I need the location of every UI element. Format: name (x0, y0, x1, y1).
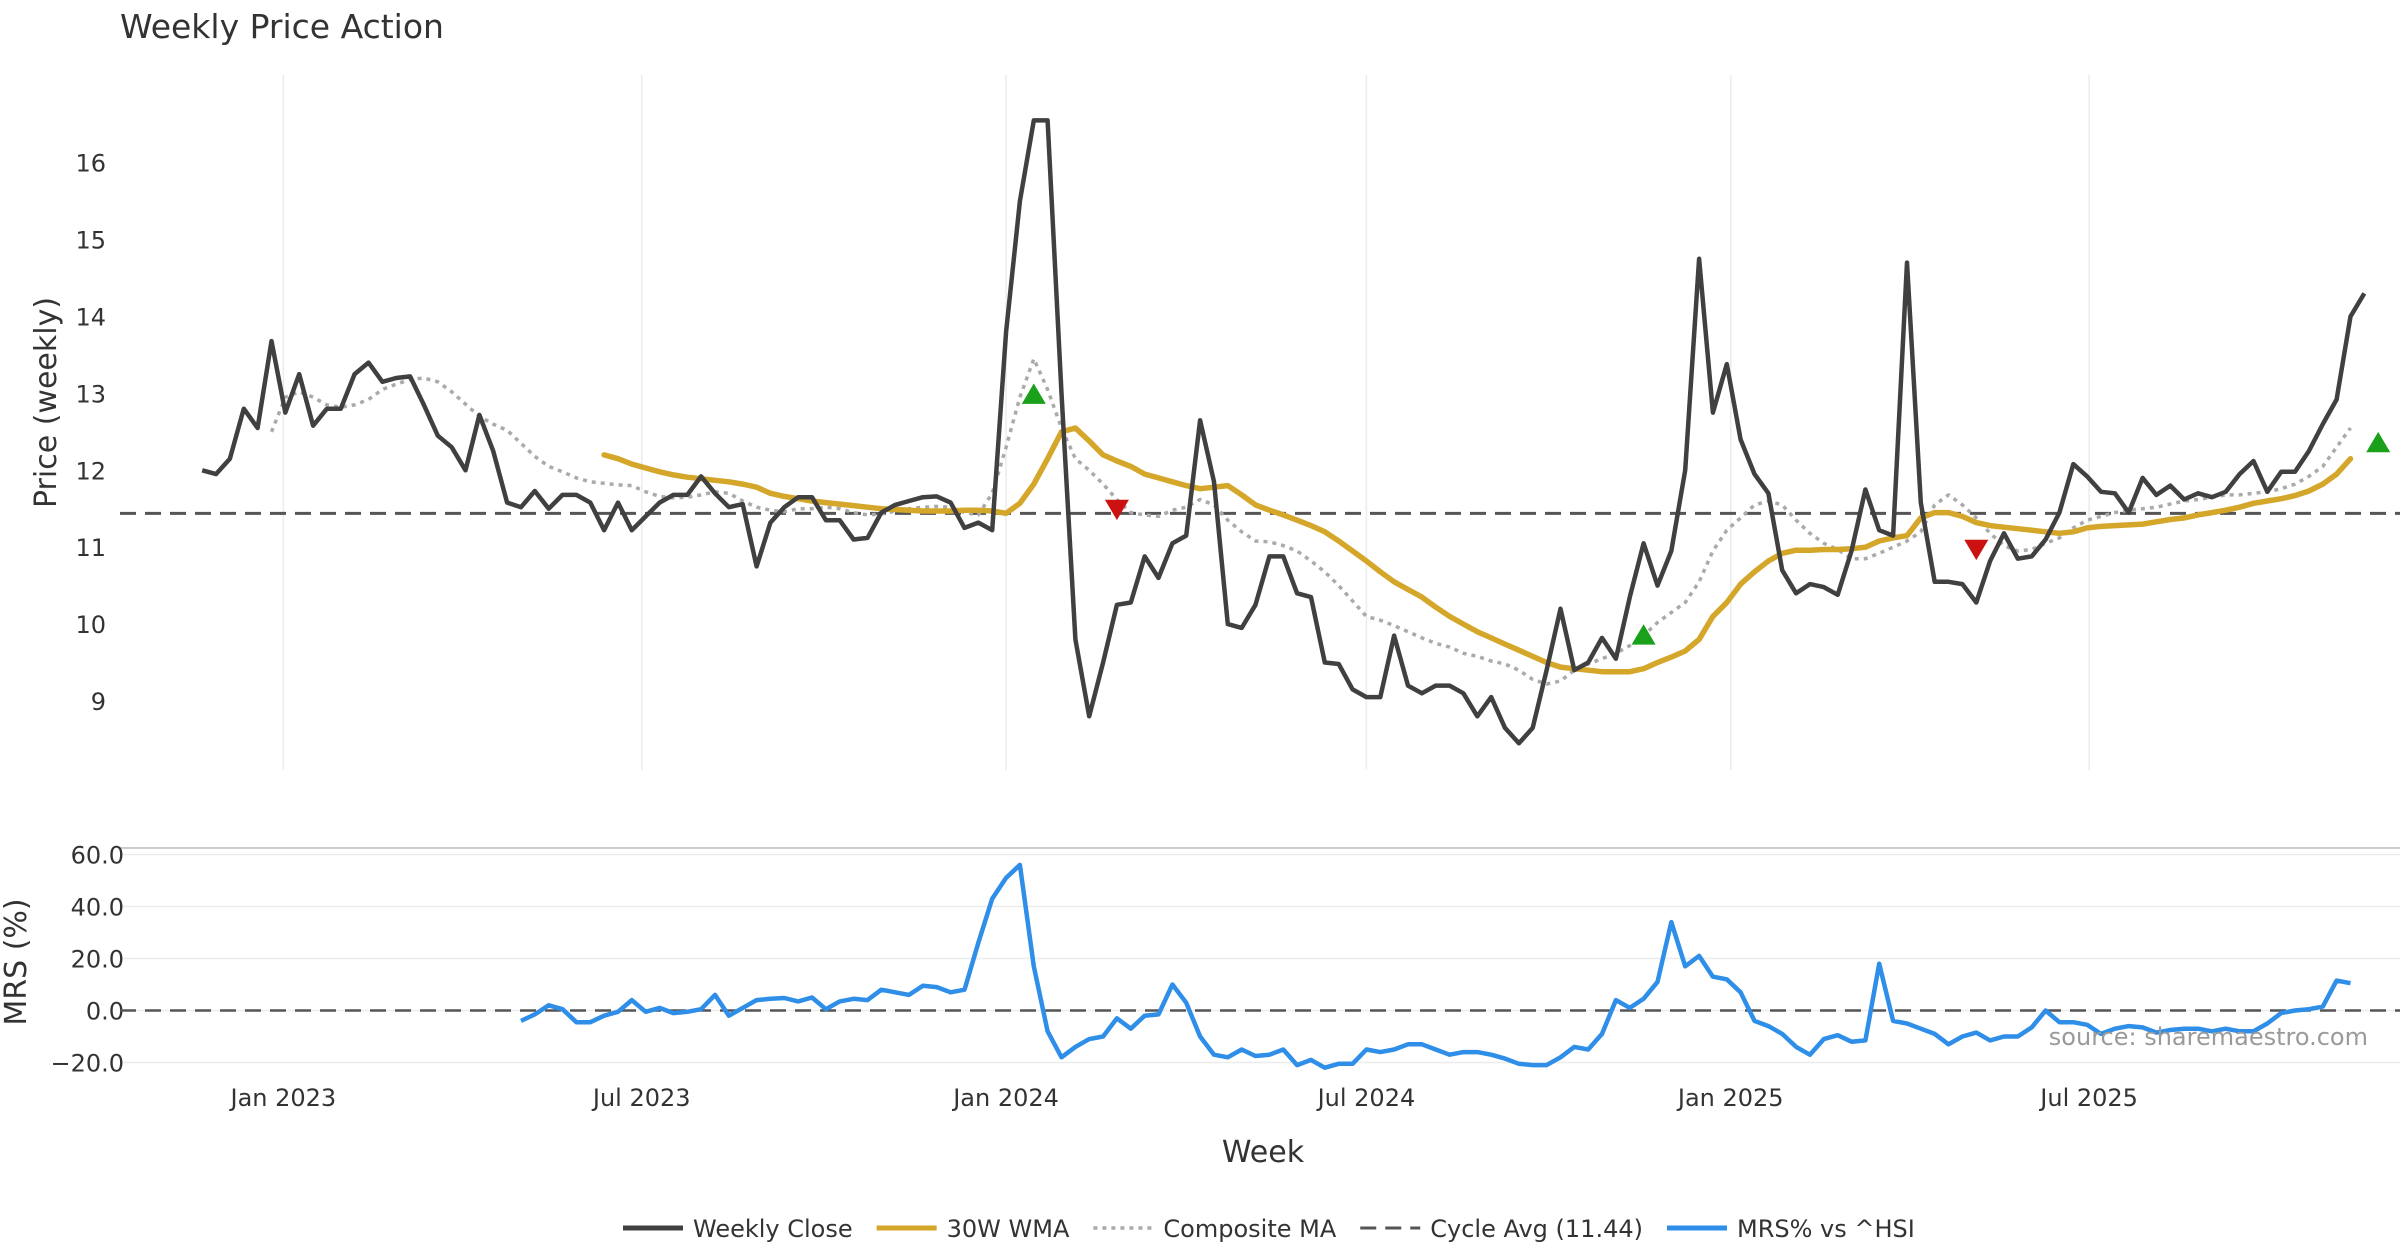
legend-label: MRS% vs ^HSI (1737, 1215, 1915, 1243)
x-tick-label: Jul 2025 (2038, 1084, 2138, 1112)
x-axis-title: Week (1222, 1135, 1305, 1170)
x-tick-label: Jan 2023 (229, 1084, 337, 1112)
sell-signal-marker (1964, 539, 1989, 561)
sell-signal-marker (1104, 499, 1129, 521)
mrs-line (520, 862, 2351, 1070)
price-ytick-label: 13 (75, 380, 106, 408)
composite-ma-line (269, 357, 2352, 686)
mrs-ytick-label: 20.0 (71, 946, 124, 974)
buy-signal-marker (2366, 431, 2391, 453)
x-axis: Jan 2023 Jul 2023 Jan 2024 Jul 2024 Jan 2025… (229, 1084, 2138, 1170)
legend-label: Cycle Avg (11.44) (1430, 1215, 1643, 1243)
weekly-close-line (201, 118, 2367, 746)
mrs-ytick-label: −20.0 (50, 1050, 124, 1078)
legend-label: Composite MA (1163, 1215, 1336, 1243)
x-tick-label: Jan 2025 (1676, 1084, 1784, 1112)
legend-label: 30W WMA (947, 1215, 1070, 1243)
price-ytick-label: 16 (75, 150, 106, 178)
price-panel: 9 10 11 12 13 14 15 16 Price (weekly) (29, 75, 2400, 770)
mrs-ytick-label: 0.0 (86, 998, 124, 1026)
price-ytick-label: 9 (91, 688, 106, 716)
mrs-panel: −20.0 0.0 20.0 40.0 60.0 MRS (%) source: share… (0, 842, 2400, 1078)
price-ytick-label: 12 (75, 457, 106, 485)
price-ytick-label: 10 (75, 611, 106, 639)
mrs-ytick-label: 60.0 (71, 842, 124, 870)
wma-line (601, 425, 2354, 675)
price-ytick-label: 15 (75, 227, 106, 255)
buy-signal-marker (1631, 624, 1656, 645)
legend: Weekly Close 30W WMA Composite MA Cycle Avg… (623, 1215, 1915, 1243)
price-ytick-label: 11 (75, 534, 106, 562)
buy-signal-marker (1021, 383, 1046, 404)
price-y-axis-title: Price (weekly) (29, 297, 64, 508)
x-tick-label: Jul 2024 (1316, 1084, 1416, 1112)
mrs-y-axis-title: MRS (%) (0, 898, 34, 1025)
legend-label: Weekly Close (693, 1215, 853, 1243)
chart-title: Weekly Price Action (120, 7, 444, 46)
x-tick-label: Jul 2023 (591, 1084, 691, 1112)
price-ytick-label: 14 (75, 303, 106, 331)
x-tick-label: Jan 2024 (951, 1084, 1059, 1112)
source-label: source: sharemaestro.com (2049, 1023, 2368, 1051)
mrs-ytick-label: 40.0 (71, 894, 124, 922)
